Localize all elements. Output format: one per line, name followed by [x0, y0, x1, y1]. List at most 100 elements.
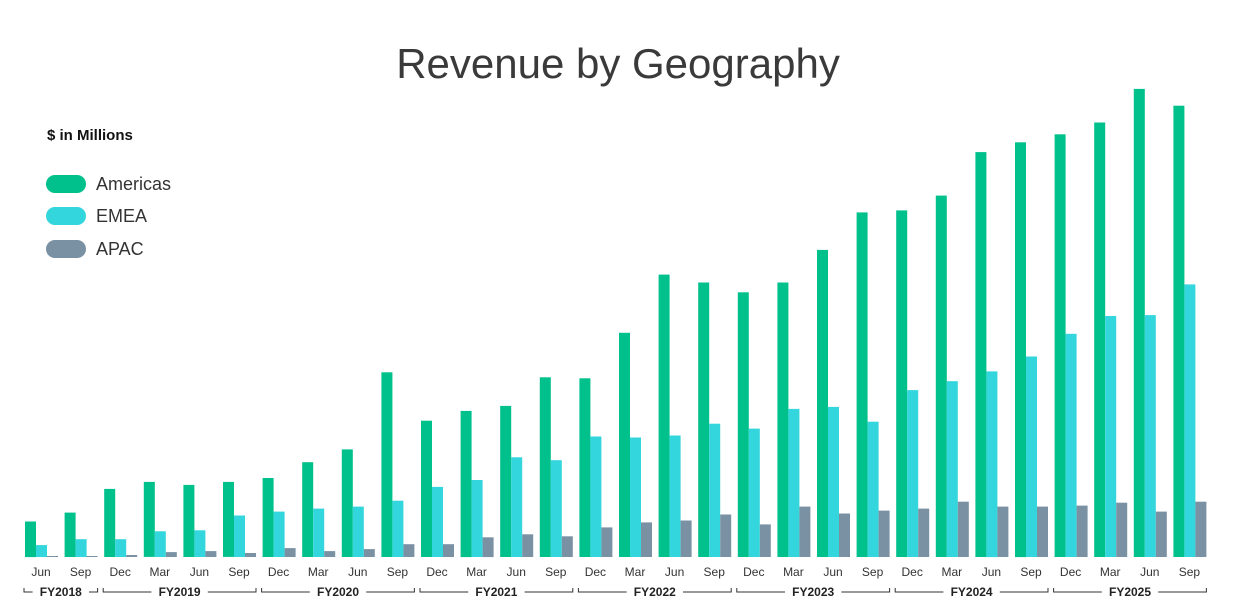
fiscal-year-bracket: [894, 588, 1049, 593]
x-tick-label: Mar: [308, 565, 329, 579]
fiscal-year-bracket: [261, 588, 415, 593]
bar-apac-3: [165, 552, 177, 557]
bar-americas-22: [896, 210, 908, 557]
bar-apac-28: [1155, 511, 1167, 557]
x-tick-label: Mar: [783, 565, 804, 579]
legend-label-emea: EMEA: [96, 205, 148, 226]
bar-emea-2: [115, 539, 127, 557]
legend-swatch-americas: [46, 175, 86, 193]
bar-apac-14: [601, 527, 613, 557]
legend-item-apac: APAC: [46, 238, 144, 260]
bar-emea-22: [907, 390, 919, 557]
bar-emea-16: [669, 435, 681, 557]
bar-americas-2: [104, 488, 116, 557]
fiscal-year-bracket: [736, 588, 891, 593]
x-tick-label: Jun: [348, 565, 367, 579]
x-tick-label: Mar: [941, 565, 962, 579]
bar-emea-24: [986, 371, 998, 558]
bar-emea-7: [313, 508, 325, 557]
bar-emea-4: [194, 530, 206, 557]
x-tick-label: Mar: [1100, 565, 1121, 579]
x-tick-label: Sep: [704, 565, 726, 579]
bar-emea-13: [550, 460, 562, 557]
x-tick-label: Jun: [665, 565, 684, 579]
chart-title: Revenue by Geography: [396, 40, 840, 87]
bar-emea-3: [154, 531, 166, 557]
bar-americas-29: [1173, 105, 1185, 557]
x-tick-label: Dec: [743, 565, 764, 579]
fiscal-year-bracket: [102, 588, 257, 593]
bar-emea-18: [748, 428, 760, 557]
fiscal-year-label: FY2025: [1109, 585, 1151, 599]
bar-americas-23: [935, 195, 947, 557]
bar-apac-4: [205, 551, 217, 557]
fiscal-year-bracket: [419, 588, 574, 593]
fiscal-year-label: FY2021: [475, 585, 517, 599]
bar-apac-17: [720, 514, 732, 557]
x-tick-label: Mar: [625, 565, 646, 579]
bar-emea-8: [352, 506, 364, 557]
bar-apac-2: [126, 555, 138, 557]
bar-emea-0: [36, 545, 47, 557]
bar-americas-7: [302, 462, 314, 557]
bar-emea-27: [1105, 316, 1117, 557]
bar-emea-15: [630, 437, 641, 557]
bar-emea-12: [511, 457, 523, 557]
x-tick-label: Sep: [1179, 565, 1201, 579]
x-tick-label: Mar: [149, 565, 170, 579]
bar-apac-15: [641, 522, 652, 557]
bar-americas-14: [579, 378, 591, 557]
bar-apac-22: [918, 508, 930, 557]
bar-emea-14: [590, 436, 602, 557]
x-tick-label: Dec: [110, 565, 131, 579]
bar-americas-9: [381, 372, 393, 557]
bar-emea-9: [392, 500, 404, 557]
bar-americas-1: [64, 512, 76, 557]
bar-americas-11: [460, 410, 472, 558]
bar-americas-15: [619, 332, 630, 557]
fiscal-year-label: FY2022: [634, 585, 676, 599]
fiscal-year-bracket: [1053, 588, 1207, 593]
bar-americas-13: [539, 377, 551, 557]
bar-emea-10: [432, 486, 443, 557]
bar-apac-24: [997, 506, 1009, 557]
bar-emea-25: [1026, 356, 1037, 557]
x-tick-label: Jun: [982, 565, 1001, 579]
unit-label: $ in Millions: [47, 127, 133, 144]
bar-emea-6: [273, 511, 285, 557]
bar-emea-11: [471, 480, 483, 557]
bar-americas-3: [143, 481, 155, 557]
bar-apac-21: [878, 510, 890, 557]
legend-label-americas: Americas: [96, 173, 172, 194]
bar-emea-20: [828, 406, 839, 557]
fiscal-year-label: FY2018: [40, 585, 82, 599]
bar-americas-27: [1094, 122, 1106, 557]
x-tick-label: Jun: [190, 565, 209, 579]
bar-americas-26: [1054, 134, 1066, 558]
bar-emea-29: [1184, 284, 1196, 557]
bar-emea-17: [709, 423, 721, 557]
x-tick-label: Dec: [426, 565, 447, 579]
bar-apac-27: [1116, 502, 1128, 557]
bar-emea-19: [788, 408, 800, 557]
fiscal-year-label: FY2019: [159, 585, 201, 599]
fiscal-year-label: FY2023: [792, 585, 834, 599]
legend-swatch-apac: [46, 240, 86, 258]
bar-americas-5: [223, 481, 234, 557]
bar-americas-18: [737, 292, 749, 557]
bar-apac-26: [1076, 505, 1088, 557]
bar-apac-5: [245, 553, 256, 557]
legend-swatch-emea: [46, 207, 86, 225]
bar-apac-18: [759, 524, 771, 557]
bar-apac-25: [1037, 506, 1048, 557]
x-tick-label: Sep: [1020, 565, 1042, 579]
bar-apac-16: [680, 520, 692, 557]
bar-apac-1: [86, 556, 98, 557]
fiscal-year-label: FY2020: [317, 585, 359, 599]
bar-emea-5: [234, 515, 245, 557]
bar-emea-28: [1144, 315, 1156, 557]
bar-apac-10: [443, 544, 454, 557]
fiscal-year-bracket: [23, 588, 99, 593]
bar-apac-20: [839, 513, 850, 557]
